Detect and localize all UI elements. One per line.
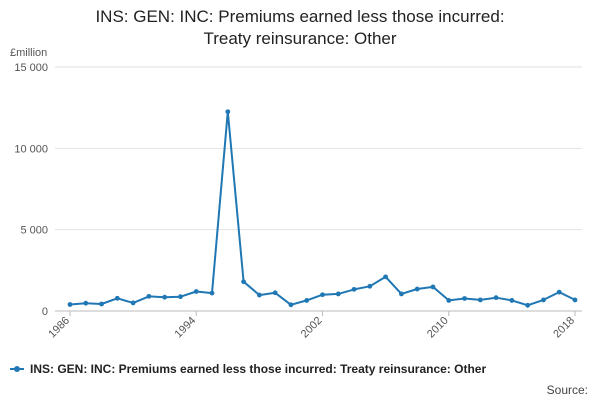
data-point [446,298,452,303]
data-point [477,297,483,303]
data-point [367,283,373,289]
data-point [493,295,499,301]
chart-title-line: Treaty reinsurance: Other [203,29,397,48]
data-point [288,302,294,308]
data-point [541,297,546,303]
data-point [67,302,73,307]
data-point [304,298,310,303]
data-point [241,279,246,285]
data-point [462,296,467,301]
gridlines [55,66,582,312]
data-point [556,289,562,295]
y-tick-label: 5 000 [20,225,48,237]
y-axis-unit-label: £million [10,47,47,59]
data-point [114,295,120,301]
x-tick-label: 2010 [425,315,451,341]
x-tick-label: 1986 [46,315,72,341]
y-tick-label: 15 000 [14,62,48,74]
data-point [509,298,515,303]
data-point [572,297,578,303]
axes: 0 5 000 10 000 15 000 £million 1986 1994 2002 20… [10,47,577,340]
data-point [146,293,152,299]
x-tick-label: 2002 [299,315,325,341]
legend-swatch-icon [10,366,24,372]
legend[interactable]: INS: GEN: INC: Premiums earned less thos… [10,362,486,376]
y-tick-label: 0 [42,306,48,318]
data-point [99,301,104,307]
source-label: Source: [546,383,588,397]
data-point [399,291,404,297]
data-point [525,302,531,308]
data-point [209,290,215,296]
data-point [414,286,420,292]
y-tick-label: 10 000 [14,143,48,155]
x-tick-label: 2018 [551,315,577,341]
data-point [335,291,341,297]
legend-label: INS: GEN: INC: Premiums earned less thos… [30,362,487,376]
data-point [83,300,89,306]
series-line [69,110,576,307]
data-point [351,286,357,292]
data-point [193,289,199,294]
data-point [383,274,389,280]
x-tick-label: 1994 [173,315,199,341]
data-point [272,290,278,296]
data-point [162,294,168,300]
data-point [178,294,183,300]
chart-title: INS: GEN: INC: Premiums earned less thos… [0,6,600,50]
series-layer [67,109,578,308]
data-point [320,292,325,298]
data-point [225,109,231,115]
data-point [430,284,436,290]
data-point [256,292,262,298]
chart-title-line: INS: GEN: INC: Premiums earned less thos… [95,7,505,26]
data-point [130,300,136,306]
